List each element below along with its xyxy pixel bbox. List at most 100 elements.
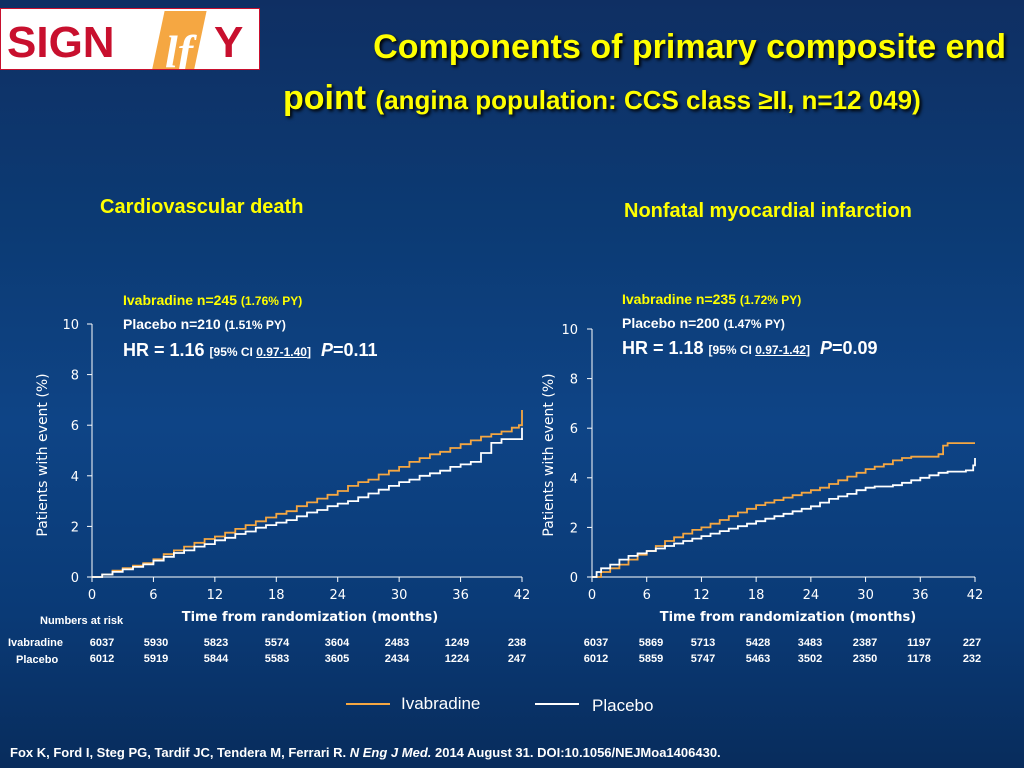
left-ci-prefix: [95% CI: [209, 345, 257, 359]
mi-y-tick-label: 0: [570, 571, 578, 586]
cv-x-tick-label: 0: [88, 588, 96, 603]
mi-risk-ivabradine-2: 5713: [690, 637, 716, 649]
mi-series-ivabradine: [592, 442, 975, 578]
mi-risk-placebo-4: 3502: [797, 653, 823, 665]
mi-risk-ivabradine-4: 3483: [797, 637, 823, 649]
cv-x-tick-label: 42: [514, 588, 531, 603]
mi-risk-placebo-3: 5463: [745, 653, 771, 665]
logo-text-mid: lf: [165, 26, 198, 69]
mi-risk-ivabradine-1: 5869: [638, 637, 664, 649]
mi-risk-placebo-2: 5747: [690, 653, 716, 665]
left-ivabradine-stat: Ivabradine n=245 (1.76% PY): [123, 292, 302, 308]
cv-risk-placebo-3: 5583: [264, 653, 290, 665]
legend-ivabradine-label: Ivabradine: [401, 694, 481, 713]
left-placebo-py: (1.51% PY): [224, 318, 286, 332]
cv-y-axis-title: Patients with event (%): [35, 373, 51, 536]
page-title-line2-main: point: [283, 79, 367, 117]
mi-x-axis-title: Time from randomization (months): [660, 610, 917, 625]
right-panel-title: Nonfatal myocardial infarction: [624, 200, 912, 222]
mi-series-placebo: [592, 458, 976, 578]
cv-y-tick-label: 8: [71, 369, 79, 384]
cv-x-axis-title: Time from randomization (months): [182, 610, 439, 625]
mi-x-tick-label: 18: [748, 588, 765, 603]
left-ci-suffix: ]: [306, 345, 311, 359]
cv-risk-ivabradine-7: 238: [507, 637, 527, 649]
left-placebo-n: Placebo n=210: [123, 316, 225, 332]
cv-x-tick-label: 18: [268, 588, 285, 603]
mi-risk-placebo-6: 1178: [907, 653, 931, 665]
cv-risk-placebo-7: 247: [507, 653, 527, 665]
mi-x-tick-label: 24: [803, 588, 820, 603]
cv-risk-ivabradine-1: 5930: [143, 637, 169, 649]
right-hr-main: HR = 1.18: [622, 338, 709, 358]
mi-x-tick-label: 42: [967, 588, 984, 603]
legend-ivabradine-swatch: [346, 703, 390, 705]
cv-y-tick-label: 4: [71, 470, 79, 485]
mi-x-tick-label: 0: [588, 588, 596, 603]
right-placebo-n: Placebo n=200: [622, 315, 724, 331]
right-placebo-stat: Placebo n=200 (1.47% PY): [622, 315, 785, 331]
citation-authors: Fox K, Ford I, Steg PG, Tardif JC, Tende…: [10, 745, 350, 760]
mi-x-tick-label: 12: [693, 588, 710, 603]
cv-risk-ivabradine-5: 2483: [384, 637, 410, 649]
numbers-at-risk-label: Numbers at risk: [40, 615, 124, 627]
cv-x-tick-label: 36: [452, 588, 469, 603]
citation-details: 2014 August 31. DOI:10.1056/NEJMoa140643…: [431, 745, 721, 760]
logo-text-right: Y: [214, 18, 243, 67]
signify-logo: SIGN lf Y: [0, 8, 260, 70]
cv-risk-ivabradine-6: 1249: [444, 637, 470, 649]
cv-y-tick-label: 6: [71, 419, 79, 434]
logo-accent-bar: [147, 11, 207, 69]
cv-risk-placebo-0: 6012: [89, 653, 115, 665]
legend-placebo-label: Placebo: [592, 696, 654, 715]
cv-series-ivabradine: [92, 410, 523, 578]
cv-risk-ivabradine-0: 6037: [89, 637, 115, 649]
left-ivabradine-n: Ivabradine n=245: [123, 292, 241, 308]
left-ci-value: 0.97-1.40: [256, 345, 307, 359]
right-p-value: =0.09: [831, 338, 878, 358]
cv-x-tick-label: 24: [329, 588, 346, 603]
mi-risk-ivabradine-3: 5428: [745, 637, 771, 649]
mi-x-tick-label: 6: [643, 588, 651, 603]
cv-risk-ivabradine-2: 5823: [203, 637, 229, 649]
right-ivabradine-n: Ivabradine n=235: [622, 291, 740, 307]
left-hr-main: HR = 1.16: [123, 340, 210, 360]
left-panel-title: Cardiovascular death: [100, 196, 304, 218]
cv-risk-ivabradine-3: 5574: [264, 637, 290, 649]
mi-risk-placebo-5: 2350: [852, 653, 878, 665]
cv-risk-placebo-2: 5844: [203, 653, 229, 665]
mi-risk-placebo-7: 232: [962, 653, 982, 665]
cv-y-tick-label: 10: [62, 318, 79, 333]
cv-risk-ivabradine-4: 3604: [324, 637, 350, 649]
risk-row-label-ivabradine: Ivabradine: [8, 637, 64, 649]
cv-series-placebo: [92, 427, 523, 578]
mi-risk-ivabradine-6: 1197: [907, 637, 931, 649]
citation-journal: N Eng J Med.: [349, 745, 432, 760]
page-title-line2: point (angina population: CCS class ≥II,…: [283, 79, 921, 118]
legend-placebo-swatch: [535, 703, 579, 705]
right-p-label: P: [819, 338, 832, 358]
logo-text-left: SIGN: [7, 18, 115, 67]
right-ivabradine-stat: Ivabradine n=235 (1.72% PY): [622, 291, 801, 307]
cv-x-tick-label: 6: [149, 588, 157, 603]
left-placebo-stat: Placebo n=210 (1.51% PY): [123, 316, 286, 332]
left-p-label: P: [320, 340, 333, 360]
cv-y-tick-label: 2: [71, 520, 79, 535]
cv-risk-placebo-4: 3605: [324, 653, 350, 665]
mi-risk-ivabradine-5: 2387: [852, 637, 878, 649]
cv-risk-placebo-5: 2434: [384, 653, 410, 665]
right-placebo-py: (1.47% PY): [723, 317, 785, 331]
cv-risk-placebo-1: 5919: [143, 653, 169, 665]
right-ci-prefix: [95% CI: [708, 343, 756, 357]
left-ivabradine-py: (1.76% PY): [240, 294, 303, 308]
right-ci-value: 0.97-1.42: [755, 343, 806, 357]
risk-row-label-placebo: Placebo: [16, 654, 59, 666]
citation-footer: Fox K, Ford I, Steg PG, Tardif JC, Tende…: [10, 745, 721, 760]
mi-x-tick-label: 36: [912, 588, 929, 603]
left-p-value: =0.11: [332, 340, 378, 360]
left-hazard-ratio: HR = 1.16 [95% CI 0.97-1.40] P=0.11: [123, 340, 378, 361]
page-title-line2-sub: (angina population: CCS class ≥II, n=12 …: [375, 85, 921, 115]
page-title-line1: Components of primary composite end: [373, 28, 1006, 66]
mi-y-tick-label: 8: [570, 373, 578, 388]
